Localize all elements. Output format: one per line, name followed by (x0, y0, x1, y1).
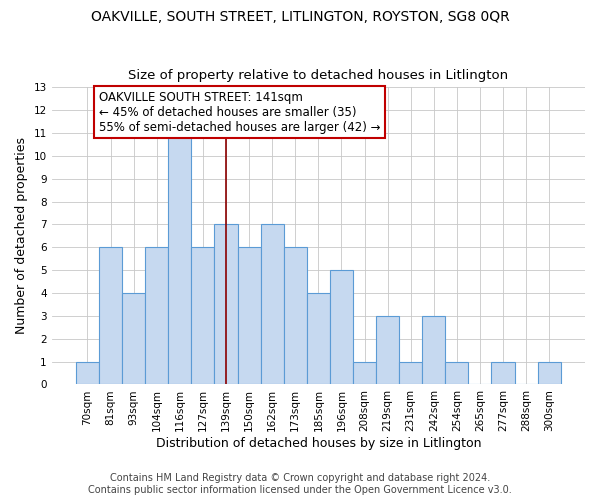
Bar (422, 316, 445, 384)
Bar (76, 362, 99, 384)
X-axis label: Distribution of detached houses by size in Litlington: Distribution of detached houses by size … (155, 437, 481, 450)
Bar (353, 362, 376, 384)
Bar (122, 293, 145, 384)
Bar (491, 362, 515, 384)
Bar (145, 248, 168, 384)
Bar (284, 248, 307, 384)
Bar (260, 224, 284, 384)
Bar (191, 248, 214, 384)
Text: OAKVILLE, SOUTH STREET, LITLINGTON, ROYSTON, SG8 0QR: OAKVILLE, SOUTH STREET, LITLINGTON, ROYS… (91, 10, 509, 24)
Bar (307, 293, 330, 384)
Bar (538, 362, 561, 384)
Bar (445, 362, 469, 384)
Bar (399, 362, 422, 384)
Y-axis label: Number of detached properties: Number of detached properties (15, 138, 28, 334)
Bar (99, 248, 122, 384)
Bar (376, 316, 399, 384)
Text: Contains HM Land Registry data © Crown copyright and database right 2024.
Contai: Contains HM Land Registry data © Crown c… (88, 474, 512, 495)
Text: OAKVILLE SOUTH STREET: 141sqm
← 45% of detached houses are smaller (35)
55% of s: OAKVILLE SOUTH STREET: 141sqm ← 45% of d… (99, 91, 380, 134)
Bar (214, 224, 238, 384)
Bar (168, 133, 191, 384)
Title: Size of property relative to detached houses in Litlington: Size of property relative to detached ho… (128, 69, 508, 82)
Bar (330, 270, 353, 384)
Bar (238, 248, 260, 384)
